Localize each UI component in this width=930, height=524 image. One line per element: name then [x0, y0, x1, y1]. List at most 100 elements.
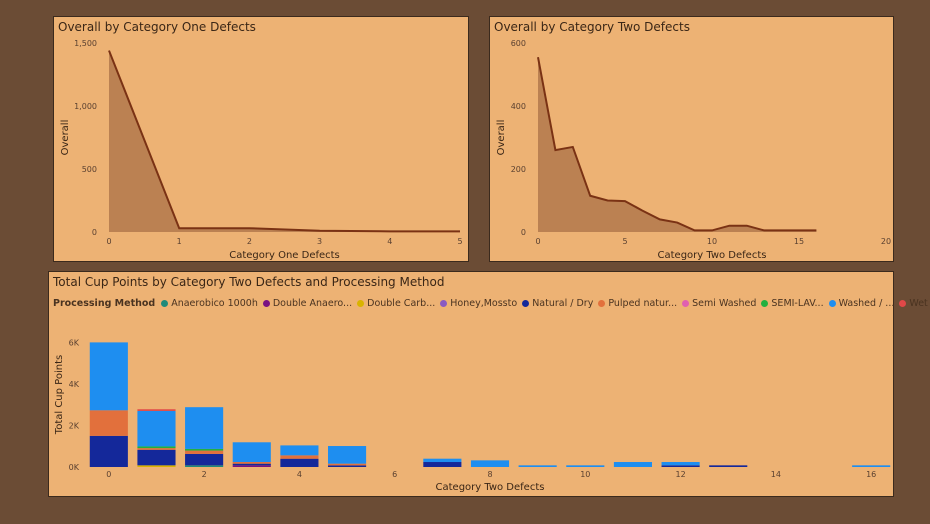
legend: Processing Method Anaerobico 1000h Double… [53, 298, 930, 309]
legend-swatch [682, 300, 690, 307]
legend-swatch [522, 300, 530, 307]
bar-segment [566, 465, 605, 467]
y-axis-label: Total Cup Points [54, 355, 65, 435]
bar-segment [852, 465, 891, 467]
y-tick-label: 0K [69, 463, 80, 472]
x-axis-label: Category Two Defects [436, 482, 545, 493]
bar-segment [280, 458, 319, 467]
bar-segment [232, 442, 271, 463]
bar-segment [232, 462, 271, 464]
legend-item[interactable]: Double Carb... [357, 298, 435, 309]
legend-item[interactable]: Washed / ... [828, 298, 895, 309]
legend-label: Pulped natur... [608, 298, 678, 309]
y-tick-label: 1,500 [74, 39, 97, 48]
bar-segment [185, 448, 224, 451]
x-tick-label: 0 [106, 470, 111, 479]
bar-segment [661, 462, 700, 466]
x-tick-label: 4 [297, 470, 302, 479]
x-tick-label: 4 [387, 237, 392, 246]
x-tick-label: 20 [881, 237, 891, 246]
bar-segment [185, 450, 224, 454]
bar-segment [280, 445, 319, 456]
bar-segment [185, 453, 224, 466]
x-tick-label: 10 [580, 470, 590, 479]
y-tick-label: 4K [69, 380, 80, 389]
legend-item[interactable]: Semi Washed [682, 298, 756, 309]
bar-segment [328, 463, 367, 466]
legend-item[interactable]: Double Anaero... [262, 298, 353, 309]
y-axis-label: Overall [496, 120, 507, 156]
x-tick-label: 6 [392, 470, 397, 479]
x-tick-label: 10 [707, 237, 717, 246]
legend-swatch [828, 300, 836, 307]
legend-label: Honey,Mossto [450, 298, 518, 309]
bar-segment [613, 462, 652, 467]
bar-segment [328, 465, 367, 467]
x-tick-label: 16 [866, 470, 876, 479]
bar-segment [137, 410, 176, 447]
x-tick-label: 5 [457, 237, 462, 246]
chart-title: Total Cup Points by Category Two Defects… [53, 275, 445, 289]
bar-segment [89, 342, 128, 411]
legend-item[interactable]: Wet Hulling [899, 298, 930, 309]
legend-label: Semi Washed [692, 298, 757, 309]
x-axis-label: Category Two Defects [658, 250, 767, 261]
legend-item[interactable]: Natural / Dry [522, 298, 593, 309]
bar-segment [328, 446, 367, 464]
bar-segment [137, 449, 176, 466]
series-line [537, 56, 817, 232]
y-tick-label: 6K [69, 338, 80, 347]
legend-item[interactable]: SEMI-LAV... [761, 298, 824, 309]
y-tick-label: 600 [511, 39, 526, 48]
y-tick-label: 2K [69, 421, 80, 430]
bar-segment [423, 462, 462, 467]
bar-segment [137, 448, 176, 450]
legend-swatch [262, 300, 270, 307]
bar-segment [280, 455, 319, 459]
x-tick-label: 5 [622, 237, 627, 246]
legend-swatch [357, 300, 365, 307]
bar-segment [661, 465, 700, 467]
y-tick-label: 0 [92, 228, 97, 237]
stacked-bar-chart: 0K 2K 4K 6K 0 2 4 6 8 10 12 14 16 Category Two Defect… [54, 338, 891, 493]
bar-segment [137, 446, 176, 449]
bar-segment [185, 407, 224, 449]
chart-panel-category-two: Overall by Category Two Defects 0 200 400 6… [489, 16, 894, 262]
legend-item[interactable]: Honey,Mossto [440, 298, 517, 309]
series-line [108, 50, 460, 233]
bar-segment [423, 458, 462, 463]
bar-segment [89, 435, 128, 467]
bar-segment [518, 465, 557, 467]
area-fill [538, 57, 817, 232]
legend-label: Anaerobico 1000h [171, 298, 258, 309]
y-tick-label: 400 [511, 102, 526, 111]
area-fill [109, 50, 460, 233]
y-tick-label: 0 [521, 228, 526, 237]
legend-label: Washed / ... [838, 298, 895, 309]
legend-label: Natural / Dry [532, 298, 594, 309]
legend-item[interactable]: Pulped natur... [598, 298, 677, 309]
chart-title: Overall by Category One Defects [58, 20, 256, 34]
x-tick-label: 0 [535, 237, 540, 246]
x-tick-label: 12 [675, 470, 685, 479]
legend-label: Double Anaero... [272, 298, 353, 309]
bar-segment [232, 465, 271, 467]
x-tick-label: 1 [177, 237, 182, 246]
bar-segment [185, 465, 224, 467]
legend-swatch [761, 300, 769, 307]
legend-item[interactable]: Anaerobico 1000h [161, 298, 258, 309]
legend-swatch [899, 300, 907, 307]
chart-panel-cup-points: Total Cup Points by Category Two Defects… [48, 271, 930, 497]
x-tick-label: 3 [317, 237, 322, 246]
x-tick-label: 2 [202, 470, 207, 479]
y-axis-label: Overall [60, 120, 71, 156]
legend-title: Processing Method [53, 298, 156, 309]
area-chart-category-two: 0 200 400 600 0 5 10 15 20 Category Two Defects Ov… [496, 39, 891, 261]
legend-swatch [440, 300, 448, 307]
x-axis-label: Category One Defects [229, 250, 340, 261]
bar-segment [232, 463, 271, 466]
bar-segment [709, 465, 748, 467]
area-chart-category-one: 0 500 1,000 1,500 0 1 2 3 4 5 Category One Defects… [60, 39, 463, 261]
legend-label: SEMI-LAV... [771, 298, 824, 309]
x-tick-label: 14 [771, 470, 781, 479]
